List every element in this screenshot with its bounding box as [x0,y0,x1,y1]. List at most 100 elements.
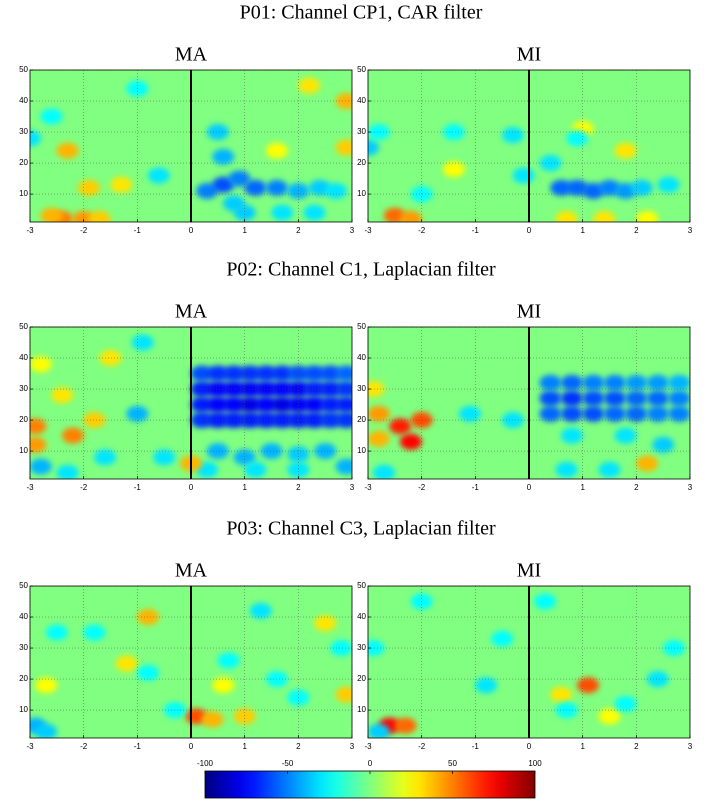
y-tick-label: 20 [19,158,28,167]
x-tick-label: 0 [189,483,194,492]
x-tick-label: 1 [580,742,585,751]
heat-cell [206,381,229,398]
heatmap-layer [30,334,352,479]
x-tick-label: 2 [296,226,301,235]
heat-cell [35,677,58,694]
heat-cell [271,396,294,413]
heat-cell [255,381,278,398]
heat-cell [56,142,79,159]
heat-cell [271,204,294,221]
heat-cell [255,396,278,413]
y-tick-label: 20 [357,158,366,167]
heat-cell [630,179,653,196]
heat-cell [603,374,626,391]
heat-cell [442,161,465,178]
heat-cell [657,176,680,193]
heat-cell [335,396,352,413]
y-tick-label: 20 [357,674,366,683]
x-tick-label: 1 [580,226,585,235]
heat-cell [287,461,310,478]
x-tick-label: 0 [527,483,532,492]
heat-cell [190,396,213,413]
heat-cell [555,461,578,478]
y-tick-label: 20 [19,674,28,683]
plot-frame [29,69,353,223]
x-tick-label: 3 [688,483,693,492]
x-tick-label: 0 [189,226,194,235]
panel-title: MI [517,44,541,66]
heat-cell [206,365,229,382]
x-tick-label: -3 [26,742,34,751]
x-tick-label: -1 [134,226,142,235]
heat-cell [368,405,390,422]
heat-cell [501,127,524,144]
y-tick-label: 30 [19,127,28,136]
y-tick-label: 40 [357,353,366,362]
heat-cell [582,405,605,422]
heat-cell [30,458,52,475]
heat-cell [636,210,659,222]
row-title: P02: Channel C1, Laplacian filter [226,259,496,281]
heat-cell [335,365,352,382]
x-tick-label: 2 [634,742,639,751]
heat-cell [190,365,213,382]
heat-cell [335,458,352,475]
heat-cell [88,210,111,222]
heat-cell [319,365,342,382]
heat-cell [233,708,256,725]
x-tick-label: 0 [527,742,532,751]
x-tick-label: -1 [134,742,142,751]
heat-cell [303,412,326,429]
panel-title: MA [175,44,208,66]
heat-cell [40,108,63,125]
heat-cell [201,711,224,728]
colorbar-tick-label: 100 [528,759,542,768]
heat-cell [582,390,605,407]
x-tick-label: -3 [26,483,34,492]
heat-cell [373,464,396,479]
y-tick-label: 20 [19,415,28,424]
heat-cell [40,207,63,222]
x-tick-label: -1 [472,226,480,235]
heat-cell [668,374,690,391]
heat-cell [99,350,122,367]
heat-cell [212,148,235,165]
row-title: P03: Channel C3, Laplacian filter [226,518,496,540]
heat-cell [368,723,390,738]
heatmap-layer [368,374,690,479]
heat-cell [335,381,352,398]
y-tick-label: 50 [19,581,28,590]
panel-title: MA [175,301,208,323]
x-tick-label: 2 [296,483,301,492]
heat-cell [239,412,262,429]
heat-cell [94,449,117,466]
x-tick-label: 3 [688,742,693,751]
colorbar-tick-label: 50 [448,759,457,768]
heat-cell [458,405,481,422]
y-tick-label: 50 [357,322,366,331]
heat-cell [222,396,245,413]
heat-cell [368,124,390,141]
heat-cell [217,652,240,669]
x-tick-label: -2 [80,483,88,492]
plot-frame [367,69,691,223]
x-tick-label: 1 [242,483,247,492]
x-tick-label: 3 [350,483,355,492]
heat-cell [625,374,648,391]
heat-cell [298,77,321,94]
heat-cell [303,381,326,398]
y-tick-label: 40 [19,96,28,105]
heat-cell [287,381,310,398]
plot-frame [367,326,691,480]
y-tick-label: 10 [357,705,366,714]
heatmap-layer [30,77,352,222]
y-tick-label: 40 [357,96,366,105]
plot-frame [367,585,691,739]
heat-cell [410,186,433,203]
heat-cell [287,396,310,413]
x-tick-label: -2 [418,483,426,492]
heat-cell [61,427,84,444]
heat-cell [206,124,229,141]
heat-cell [652,436,675,453]
heat-cell [668,405,690,422]
